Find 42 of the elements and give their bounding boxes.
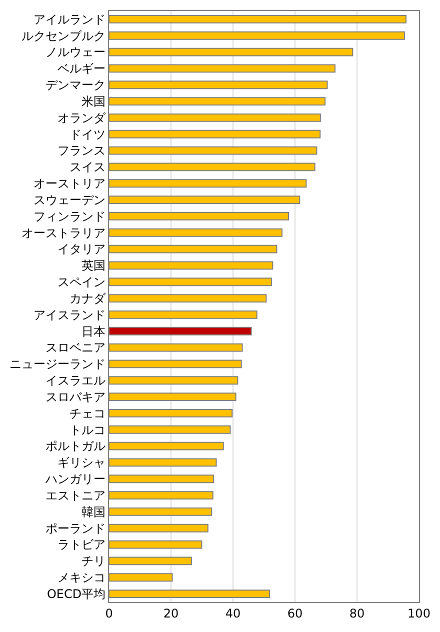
y-tick-label: エストニア [46, 488, 106, 502]
y-tick-label: オーストラリア [22, 226, 106, 240]
y-tick-label: スイス [70, 160, 106, 174]
y-tick-label: ギリシャ [58, 456, 106, 470]
y-tick-label: ハンガリー [44, 472, 106, 486]
x-tick-label: 40 [225, 606, 241, 620]
y-tick-label: メキシコ [58, 570, 106, 585]
y-tick-label: ラトビア [58, 538, 106, 552]
y-tick-label: 米国 [82, 94, 106, 108]
y-tick-label: イスラエル [46, 374, 106, 388]
y-tick-label: ニュージーランド [10, 357, 106, 372]
y-tick-label: 韓国 [82, 504, 106, 519]
y-tick-label: 英国 [82, 258, 106, 273]
y-tick-label: フランス [58, 144, 106, 158]
y-tick-label: イタリア [58, 242, 106, 256]
y-tick-label: フィンランド [34, 209, 106, 224]
y-tick-label: ルクセンブルク [22, 28, 106, 43]
x-tick-label: 20 [163, 606, 179, 620]
y-tick-label: アイスランド [34, 308, 106, 322]
y-tick-label: チェコ [70, 406, 106, 420]
y-tick-label: スウェーデン [34, 192, 106, 207]
y-tick-label: オーストリア [34, 176, 106, 191]
x-tick-label: 60 [287, 606, 303, 620]
x-tick-label: 0 [105, 606, 113, 620]
x-tick-label: 100 [408, 606, 430, 620]
y-tick-label: スロベニア [46, 340, 106, 355]
y-tick-label: スペイン [58, 275, 106, 290]
y-tick-label: 日本 [82, 324, 106, 338]
y-tick-label: ドイツ [70, 127, 106, 142]
y-tick-label: デンマーク [46, 78, 106, 92]
y-tick-label: ノルウェー [46, 45, 106, 60]
x-tick-label: 80 [349, 606, 365, 620]
y-tick-label: ポルトガル [46, 439, 106, 454]
y-tick-label: アイルランド [34, 12, 106, 26]
y-tick-label: ベルギー [58, 62, 106, 76]
y-tick-label: スロバキア [46, 390, 106, 404]
y-tick-label: カナダ [70, 291, 107, 306]
y-tick-label: ポーランド [46, 521, 106, 536]
y-tick-label: トルコ [70, 422, 106, 437]
y-tick-label: チリ [82, 554, 106, 568]
y-tick-label: OECD平均 [46, 586, 106, 601]
y-tick-label: オランダ [58, 110, 107, 125]
